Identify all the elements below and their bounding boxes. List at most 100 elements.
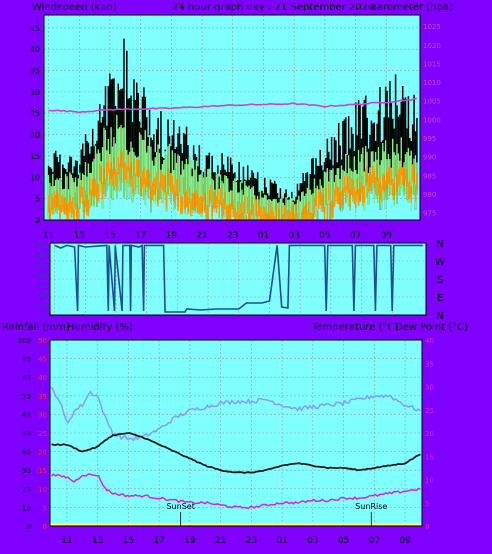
wind-x-tick-label: 21 [196, 231, 207, 241]
wind-left-axis: 0 5 10 15 20 25 30 35 40 45 [30, 24, 40, 225]
barometer-tick-label: 1020 [423, 42, 441, 50]
temp-x-tick-label: 13 [92, 536, 103, 546]
temp-x-tick-label: 01 [276, 536, 287, 546]
temperature-line [51, 432, 421, 474]
barometer-tick-label: 980 [423, 191, 436, 199]
header-date-title: 24 hour graph day : 21 September 2020 [172, 2, 374, 13]
rainfall-tick-label: 30 [38, 411, 47, 419]
rainfall-tick-label: 35 [38, 393, 47, 401]
temp-x-tick-label: 05 [338, 536, 349, 546]
wind-x-tick-label: 15 [104, 231, 115, 241]
temp-x-tick-label: 21 [215, 536, 226, 546]
rainfall-tick-label: 25 [38, 430, 47, 438]
humidity-tick-label: 80 [22, 374, 31, 382]
temp-x-tick-label: 09 [399, 536, 411, 546]
temp-series [50, 386, 421, 510]
wind-y-tick-label: 35 [30, 67, 40, 76]
direction-degree-label: 100 [36, 293, 48, 300]
wind-x-axis: 11 13 15 17 19 21 23 01 03 05 07 09 [43, 231, 392, 241]
humidity-tick-label: 60 [22, 411, 31, 419]
rainfall-tick-label: 40 [38, 374, 47, 382]
wind-direction-line [54, 244, 423, 313]
wind-plot-border [43, 14, 421, 221]
humidity-label: Humidity (%) [67, 322, 133, 333]
direction-plot-border [49, 242, 427, 316]
temperature-tick-label: 10 [425, 477, 434, 485]
wind-x-tick-label: 11 [43, 231, 54, 241]
humidity-tick-label: 50 [22, 430, 31, 438]
direction-degree-label: 0 [43, 313, 47, 320]
header-windspeed-label: Windspeed (kph) [32, 2, 117, 13]
temperature-tick-label: 5 [425, 500, 429, 508]
wind-y-tick-label: 15 [30, 152, 40, 161]
barometer-tick-label: 1025 [423, 23, 441, 31]
wind-y-tick-label: 30 [30, 88, 40, 97]
direction-degree-label: 300 [36, 253, 48, 260]
barometer-tick-label: 990 [423, 154, 436, 162]
rainfall-tick-label: 0 [43, 523, 47, 531]
rainfall-left-axis: 0 5 10 15 20 25 30 35 40 45 50 [38, 337, 47, 531]
wind-x-tick-label: 13 [74, 231, 85, 241]
rainfall-tick-label: 15 [38, 467, 47, 475]
wind-y-tick-label: 0 [35, 216, 40, 225]
sun-event-label: SunSet [166, 502, 194, 511]
wind-y-tick-label: 5 [35, 195, 40, 204]
barometer-tick-label: 1005 [423, 98, 441, 106]
wind-y-tick-label: 10 [30, 173, 40, 182]
humidity-tick-label: 40 [22, 449, 31, 457]
direction-left-axis: 0 50 100 150 200 250 300 350 [36, 243, 48, 320]
barometer-tick-label: 1010 [423, 79, 441, 87]
wind-x-tick-label: 03 [288, 231, 299, 241]
wind-x-tick-label: 23 [227, 231, 238, 241]
rainfall-tick-label: 20 [38, 449, 47, 457]
temp-x-tick-label: 11 [61, 536, 72, 546]
wind-y-tick-label: 45 [30, 24, 40, 33]
wind-x-tick-label: 05 [319, 231, 330, 241]
dewpoint-line [51, 473, 421, 510]
humidity-tick-label: 90 [22, 356, 31, 364]
compass-tick-label: E [437, 293, 443, 304]
wind-x-tick-label: 19 [166, 231, 178, 241]
direction-series [54, 244, 423, 313]
header-barometer-label: Barometer (hpa) [370, 2, 453, 13]
rainfall-label: Rainfall (mm) [2, 322, 70, 333]
barometer-tick-label: 985 [423, 172, 436, 180]
rainfall-tick-label: 45 [38, 356, 47, 364]
temperature-tick-label: 35 [425, 360, 434, 368]
barometer-tick-label: 1000 [423, 116, 441, 124]
wind-y-tick-label: 25 [30, 109, 40, 118]
humidity-tick-label: 10 [22, 504, 31, 512]
temperature-tick-label: 15 [425, 453, 434, 461]
temp-x-tick-label: 19 [184, 536, 196, 546]
wind-x-tick-label: 17 [135, 231, 146, 241]
temp-x-tick-label: 23 [246, 536, 257, 546]
direction-degree-label: 350 [36, 243, 48, 250]
barometer-tick-label: 975 [423, 210, 436, 218]
barometer-right-axis: 975 980 985 990 995 1000 1005 1010 1015 1020 1025 [423, 23, 441, 217]
humidity-tick-label: 0 [27, 523, 31, 531]
temperature-tick-label: 40 [425, 337, 434, 345]
temp-x-tick-label: 17 [153, 536, 164, 546]
temperature-tick-label: 25 [425, 407, 434, 415]
compass-tick-label: W [435, 257, 445, 268]
barometer-tick-label: 1015 [423, 60, 441, 68]
temperature-label: Temperature (°C) [311, 322, 398, 333]
wind-x-tick-label: 09 [381, 231, 393, 241]
barometer-line [48, 97, 418, 114]
temp-x-tick-label: 15 [123, 536, 134, 546]
direction-degree-label: 150 [36, 283, 48, 290]
temperature-tick-label: 0 [425, 523, 429, 531]
rainfall-tick-label: 10 [38, 486, 47, 494]
temp-x-axis: 11 13 15 17 19 21 23 01 03 05 07 09 [61, 536, 411, 546]
humidity-tick-label: 100 [18, 337, 31, 345]
temperature-tick-label: 30 [425, 384, 434, 392]
temp-x-tick-label: 03 [307, 536, 318, 546]
wind-series [47, 38, 418, 220]
direction-degree-label: 250 [36, 263, 48, 270]
wind-y-tick-label: 20 [30, 131, 40, 140]
